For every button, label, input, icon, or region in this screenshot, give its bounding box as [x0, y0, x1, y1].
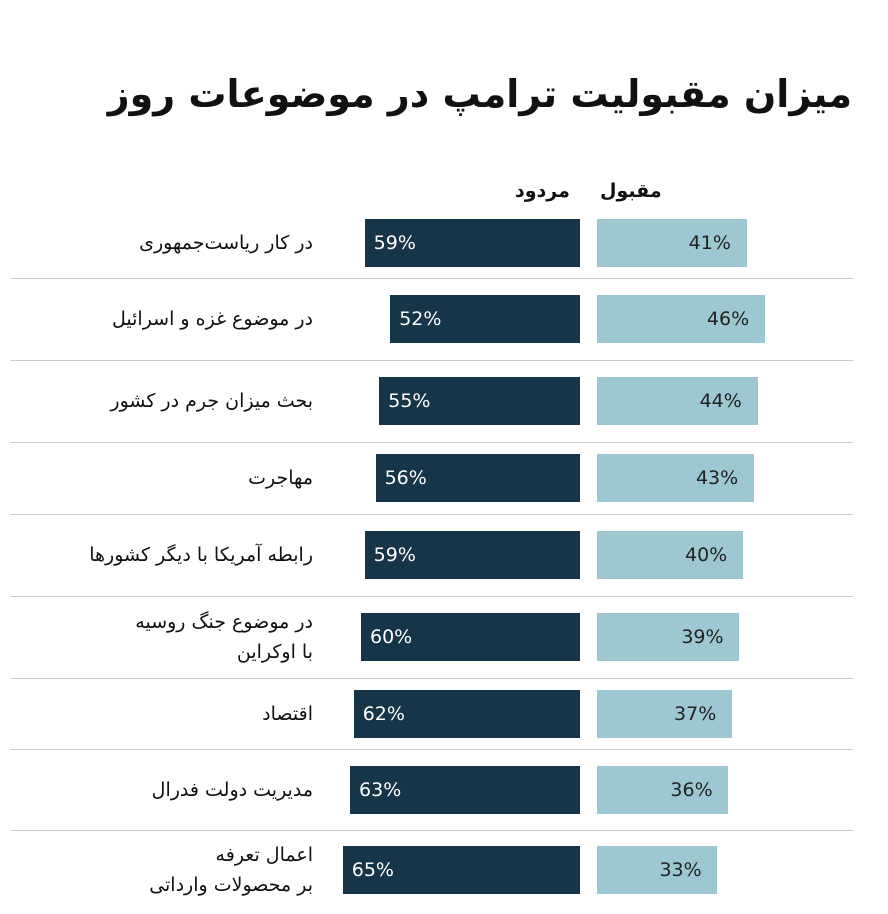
value-label: 59%: [373, 232, 416, 254]
row-separator: [10, 514, 853, 515]
category-label: رابطه آمریکا با دیگر کشورها: [89, 544, 313, 566]
value-label: 43%: [695, 467, 739, 489]
value-label: 52%: [399, 308, 442, 330]
bar: [353, 689, 580, 738]
row-separator: [10, 749, 853, 750]
bar: [597, 689, 733, 738]
bar: [597, 454, 754, 502]
row-separator: [10, 596, 853, 597]
bar: [597, 765, 729, 814]
legend-entry: مردود: [515, 180, 570, 202]
category-label: اقتصاد: [262, 702, 313, 725]
bar: [379, 377, 580, 425]
category-label: بحث میزان جرم در کشور: [110, 390, 313, 412]
value-label: 65%: [351, 859, 394, 881]
category-label: مدیریت دولت فدرال: [151, 778, 313, 801]
category-label: مهاجرت: [248, 467, 313, 489]
value-label: 60%: [370, 626, 413, 648]
value-label: 39%: [681, 626, 724, 648]
row-separator: [10, 360, 853, 361]
category-label: در موضوع جنگ روسیه با اوکراین: [135, 611, 313, 663]
value-label: 44%: [699, 390, 742, 412]
category-label: در کار ریاست‌جمهوری: [139, 232, 313, 254]
value-label: 36%: [670, 778, 713, 801]
bar: [375, 454, 580, 502]
bar: [597, 219, 747, 267]
value-label: 55%: [388, 390, 431, 412]
row-separator: [10, 442, 853, 443]
category-label: اعمال تعرفه بر محصولات وارداتی: [149, 844, 313, 896]
row-separator: [10, 678, 853, 679]
value-label: 59%: [373, 544, 416, 566]
bar: [361, 613, 580, 661]
row-separator: [10, 830, 853, 831]
bar: [597, 846, 718, 894]
value-label: 62%: [362, 702, 405, 725]
value-label: 46%: [706, 308, 750, 330]
category-label: در موضوع غزه و اسرائیل: [112, 308, 313, 330]
bar: [597, 613, 740, 661]
row-separator: [10, 278, 853, 279]
bar: [350, 765, 580, 814]
bar: [597, 295, 765, 343]
bar: [342, 846, 580, 894]
value-label: 56%: [384, 467, 427, 489]
bar: [390, 295, 580, 343]
chart-title: میزان مقبولیت ترامپ در موضوعات روز: [107, 72, 852, 116]
bar: [364, 219, 580, 267]
bar: [597, 531, 743, 579]
bar: [364, 531, 580, 579]
legend-entry: مقبول: [600, 180, 662, 202]
value-label: 63%: [359, 778, 402, 801]
bar: [597, 377, 758, 425]
value-label: 37%: [674, 702, 717, 725]
value-label: 41%: [688, 232, 731, 254]
value-label: 40%: [685, 544, 728, 566]
value-label: 33%: [659, 859, 702, 881]
